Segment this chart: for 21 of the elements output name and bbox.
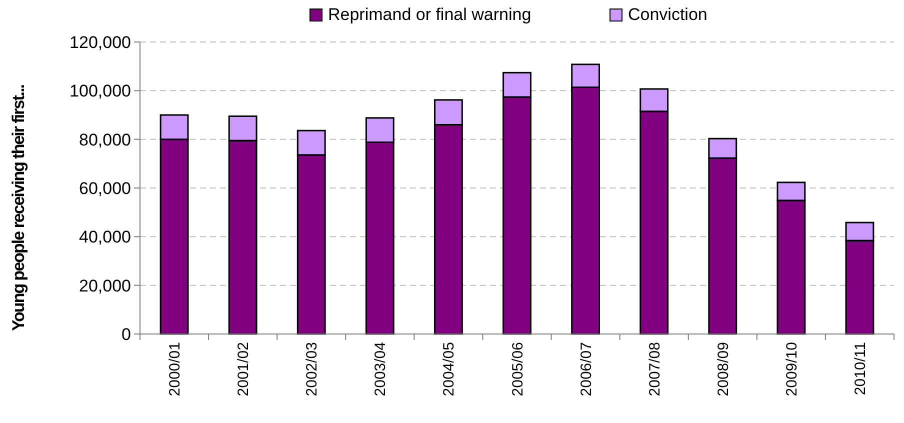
y-tick-label: 120,000 [70,32,131,52]
x-tick-label: 2004/05 [440,342,458,396]
x-tick-label: 2005/06 [509,342,526,396]
y-tick-label: 40,000 [79,228,131,247]
y-axis-title: Young people receiving their first... [9,84,28,332]
x-tick-label: 2007/08 [646,342,664,396]
y-tick-label: 100,000 [70,82,131,101]
x-tick-label: 2008/09 [714,342,732,396]
legend-label: Conviction [628,5,708,24]
x-tick-label: 2001/02 [235,342,252,396]
x-tick-label: 2002/03 [304,342,321,396]
y-tick-label: 20,000 [79,276,131,296]
y-tick-label: 60,000 [79,178,131,198]
x-tick-label: 2009/10 [783,342,800,396]
legend-label: Reprimand or final warning [328,5,532,24]
x-tick-label: 2000/01 [166,342,184,396]
x-tick-label: 2006/07 [578,342,595,396]
y-tick-label: 80,000 [79,130,131,150]
x-tick-label: 2003/04 [372,342,390,396]
x-tick-label: 2010/11 [852,342,869,396]
y-tick-label: 0 [122,324,131,344]
